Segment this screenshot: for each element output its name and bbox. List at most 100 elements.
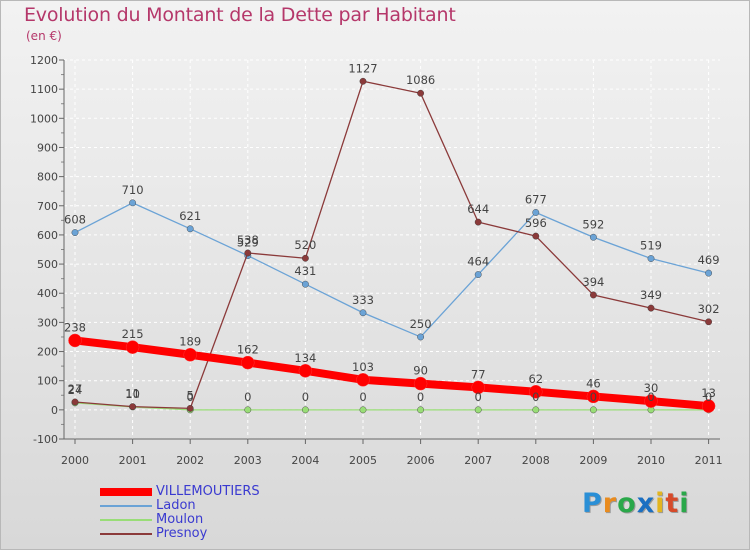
data-point-villemoutiers (298, 364, 313, 378)
data-point-ladon (590, 233, 597, 241)
data-label-villemoutiers: 162 (237, 343, 259, 357)
data-point-villemoutiers (586, 389, 601, 404)
data-label-villemoutiers: 238 (64, 320, 86, 334)
data-point-presnoy (244, 249, 252, 257)
series-line-presnoy (74, 80, 710, 410)
data-point-presnoy (129, 403, 137, 411)
data-point-moulon (532, 406, 540, 414)
data-label-presnoy: 644 (467, 202, 489, 216)
data-label-ladon: 464 (467, 255, 489, 269)
data-label-ladon: 529 (237, 236, 259, 250)
data-label-villemoutiers: 62 (528, 372, 543, 386)
data-point-villemoutiers (529, 385, 543, 399)
data-point-presnoy (474, 218, 482, 226)
legend-swatch-presnoy (100, 533, 152, 535)
data-label-moulon: 0 (417, 390, 424, 404)
y-tick-label: 1100 (30, 83, 58, 96)
data-label-villemoutiers: 46 (586, 376, 601, 390)
data-label-presnoy: 349 (640, 288, 662, 302)
logo-letter: i (679, 488, 690, 519)
series-line-ladon (74, 202, 710, 338)
data-label-ladon: 608 (64, 213, 86, 227)
x-tick-label: 2007 (464, 454, 492, 467)
data-point-presnoy (532, 232, 540, 240)
data-point-ladon (647, 255, 655, 262)
data-point-villemoutiers (644, 394, 658, 408)
data-label-moulon: 0 (647, 390, 654, 404)
legend-label-ladon: Ladon (156, 498, 196, 513)
legend-swatch-villemoutiers (100, 488, 152, 496)
data-label-presnoy: 5 (187, 388, 194, 402)
data-point-ladon (474, 271, 482, 278)
data-label-moulon: 0 (187, 390, 194, 404)
data-point-ladon (186, 225, 194, 233)
data-point-ladon (129, 199, 137, 207)
data-label-moulon: 0 (532, 390, 539, 404)
data-label-presnoy: 1127 (348, 61, 377, 75)
x-tick-label: 2004 (291, 454, 319, 467)
x-tick-label: 2002 (176, 454, 204, 467)
data-point-presnoy (647, 304, 655, 312)
data-label-moulon: 0 (244, 390, 251, 404)
x-tick-label: 2000 (61, 454, 89, 467)
logo-letter: r (602, 488, 618, 519)
y-tick-label: 900 (37, 141, 58, 154)
chart-subtitle: (en €) (26, 29, 62, 43)
x-tick-label: 2006 (407, 454, 435, 467)
proxiti-logo: Proxiti (582, 488, 690, 519)
data-point-villemoutiers (413, 376, 428, 391)
legend-item-ladon: Ladon (100, 499, 260, 513)
y-tick-label: 1000 (30, 112, 58, 125)
data-point-villemoutiers (471, 380, 485, 395)
data-label-moulon: 0 (475, 390, 482, 404)
data-label-presnoy: 27 (68, 382, 83, 396)
data-label-moulon: 24 (68, 383, 83, 397)
x-tick-label: 2005 (349, 454, 377, 467)
data-point-moulon (417, 406, 424, 414)
y-tick-label: 400 (37, 287, 58, 300)
data-label-moulon: 0 (302, 390, 309, 404)
data-label-presnoy: 1086 (406, 73, 435, 87)
y-tick-label: 200 (37, 346, 58, 359)
data-label-villemoutiers: 90 (413, 364, 428, 378)
data-label-moulon: 0 (590, 390, 597, 404)
data-label-presnoy: 394 (582, 275, 604, 289)
chart-legend: VILLEMOUTIERS Ladon Moulon Presnoy (100, 485, 260, 541)
y-tick-label: 700 (37, 200, 58, 213)
data-point-moulon (474, 406, 482, 414)
data-point-ladon (417, 333, 424, 341)
legend-item-presnoy: Presnoy (100, 527, 260, 541)
data-label-moulon: 10 (125, 387, 140, 401)
data-point-villemoutiers (701, 399, 716, 413)
chart-title: Evolution du Montant de la Dette par Hab… (24, 4, 456, 26)
data-point-ladon (359, 309, 367, 317)
y-tick-label: 800 (37, 171, 58, 184)
data-point-presnoy (705, 318, 712, 326)
legend-swatch-moulon (100, 519, 152, 521)
data-point-villemoutiers (241, 355, 255, 370)
x-tick-label: 2010 (637, 454, 665, 467)
x-tick-label: 2003 (234, 454, 262, 467)
data-label-presnoy: 302 (698, 302, 720, 316)
y-tick-label: -100 (33, 433, 58, 446)
data-label-moulon: 0 (705, 390, 712, 404)
data-point-villemoutiers (356, 373, 370, 387)
data-point-presnoy (590, 291, 597, 299)
data-point-presnoy (359, 77, 367, 85)
data-label-ladon: 592 (582, 217, 604, 231)
data-point-ladon (705, 269, 712, 277)
logo-letter: P (582, 488, 603, 519)
data-label-villemoutiers: 189 (179, 335, 201, 349)
series-line-villemoutiers (71, 336, 713, 411)
data-label-presnoy: 11 (125, 387, 140, 401)
data-label-moulon: 0 (359, 390, 366, 404)
y-tick-label: 500 (37, 258, 58, 271)
data-point-moulon (590, 406, 597, 414)
logo-letter: o (617, 488, 637, 519)
logo-letter: i (655, 488, 666, 519)
data-point-ladon (301, 280, 309, 288)
data-point-moulon (301, 406, 309, 414)
logo-letter: t (665, 488, 680, 519)
